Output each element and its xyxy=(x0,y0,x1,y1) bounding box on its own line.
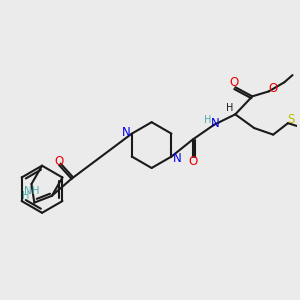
Text: H: H xyxy=(204,115,211,125)
Text: O: O xyxy=(268,82,277,95)
Text: N: N xyxy=(173,152,182,165)
Text: N: N xyxy=(211,117,220,130)
Text: H: H xyxy=(226,103,233,113)
Text: O: O xyxy=(229,76,238,89)
Text: S: S xyxy=(287,113,295,126)
Text: NH: NH xyxy=(24,186,40,196)
Text: H: H xyxy=(22,191,29,201)
Text: O: O xyxy=(188,154,197,168)
Text: N: N xyxy=(122,125,130,139)
Text: O: O xyxy=(54,154,64,168)
